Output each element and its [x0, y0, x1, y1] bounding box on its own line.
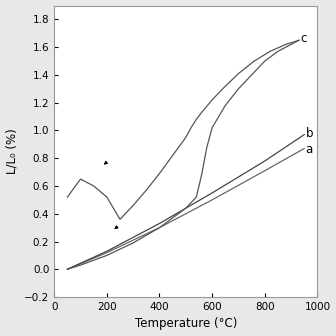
X-axis label: Temperature (°C): Temperature (°C): [135, 318, 237, 330]
Y-axis label: L/L₀ (%): L/L₀ (%): [6, 128, 18, 174]
Text: b: b: [305, 127, 313, 140]
Text: a: a: [305, 143, 313, 156]
Text: c: c: [300, 32, 307, 45]
